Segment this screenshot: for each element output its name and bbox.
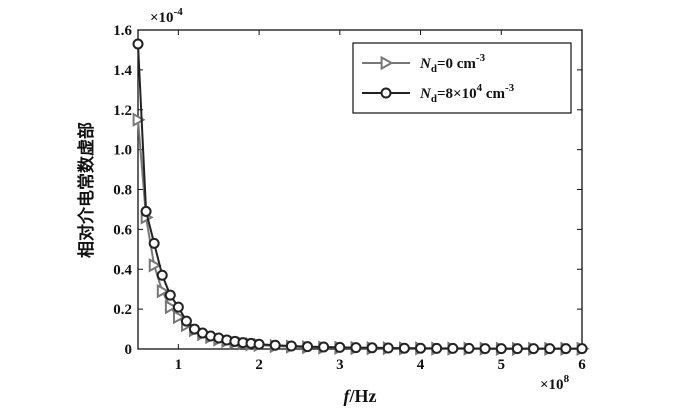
series-1-point <box>148 258 162 273</box>
legend: Nd=0 cm-3 Nd=8×104 cm-3 <box>352 42 572 114</box>
series-2-point <box>398 342 410 354</box>
series-2 <box>132 38 588 355</box>
x-tick-label: 3 <box>336 357 344 373</box>
series-2-point <box>302 341 314 353</box>
legend-sample-marker-2 <box>380 87 392 99</box>
series-2-point <box>576 343 588 355</box>
series-2-point <box>285 340 297 352</box>
series-2-point <box>431 342 443 354</box>
series-2-point <box>334 341 346 353</box>
series-2-point <box>318 341 330 353</box>
series-2-point <box>180 315 192 327</box>
series-2-point <box>172 301 184 313</box>
y-tick-label: 0.6 <box>113 222 132 238</box>
series-2-point <box>132 38 144 50</box>
x-tick-label: 4 <box>417 357 425 373</box>
series-2-point <box>382 342 394 354</box>
series-2-point <box>140 205 152 217</box>
series-2-point <box>495 343 507 355</box>
y-tick-label: 0.4 <box>113 262 132 278</box>
legend-box <box>352 42 572 114</box>
y-tick-label: 0.2 <box>113 302 132 318</box>
y-tick-label: 0 <box>125 342 133 358</box>
y-axis-label: 相对介电常数虚部 <box>76 122 97 258</box>
legend-label-series-2: Nd=8×104 cm-3 <box>419 82 515 105</box>
x-axis-label: f/Hz <box>344 386 377 406</box>
series-2-point <box>528 343 540 355</box>
y-tick-label: 0.8 <box>113 183 132 199</box>
series-2-point <box>511 343 523 355</box>
series-1-line <box>137 119 582 350</box>
y-tick-label: 1.2 <box>113 103 132 119</box>
legend-sample-marker-1 <box>380 55 394 71</box>
series-1-point <box>164 299 178 315</box>
series-2-point <box>479 343 491 355</box>
x-scale-label: ×108 <box>540 373 570 393</box>
series-2-point <box>463 342 475 354</box>
y-tick-label: 1.6 <box>113 23 132 39</box>
y-scale-label: ×10-4 <box>150 6 183 26</box>
series-2-point <box>544 343 556 355</box>
y-tick-label: 1.0 <box>113 143 132 159</box>
series-2-point <box>253 338 265 350</box>
x-tick-label: 5 <box>498 357 506 373</box>
series-2-point <box>447 342 459 354</box>
legend-label-series-1: Nd=0 cm-3 <box>419 52 486 75</box>
series-2-point <box>560 343 572 355</box>
series-1-point <box>172 309 186 325</box>
x-tick-label: 6 <box>578 357 586 373</box>
series-2-point <box>269 339 281 351</box>
series-2-point <box>148 237 160 249</box>
y-tick-label: 1.4 <box>113 63 132 79</box>
x-tick-label: 1 <box>175 357 183 373</box>
series-2-point <box>415 342 427 354</box>
x-tick-label: 2 <box>255 357 263 373</box>
series-2-point <box>366 342 378 354</box>
series-1 <box>132 112 590 357</box>
series-1-point <box>156 283 170 299</box>
series-2-point <box>164 289 176 301</box>
series-1-point <box>132 112 146 127</box>
series-2-point <box>156 269 168 281</box>
series-2-point <box>350 342 362 354</box>
